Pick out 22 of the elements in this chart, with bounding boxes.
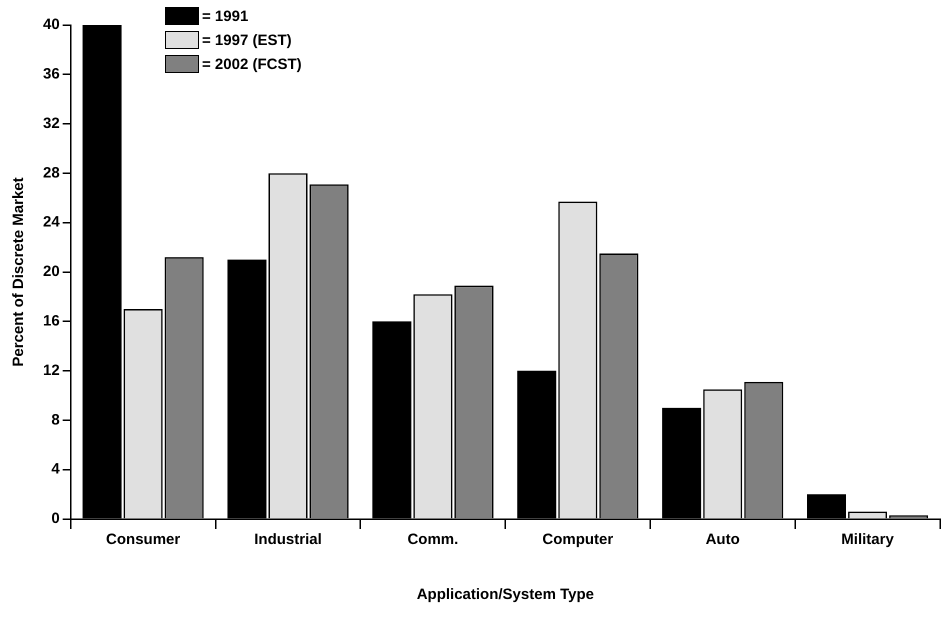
y-tick-label: 12 xyxy=(42,362,60,379)
y-tick-label: 40 xyxy=(42,16,60,34)
x-tick-label: Industrial xyxy=(254,531,322,548)
y-tick-label: 16 xyxy=(42,312,60,330)
y-tick-label: 32 xyxy=(42,114,60,132)
x-tick-label: Auto xyxy=(706,531,740,548)
y-tick-label: 8 xyxy=(51,411,60,428)
y-tick-label: 0 xyxy=(51,510,60,528)
y-tick-label: 28 xyxy=(42,164,60,182)
y-axis-title: Percent of Discrete Market xyxy=(10,177,28,367)
x-tick-label: Computer xyxy=(542,531,614,548)
x-tick-label: Comm. xyxy=(407,531,458,548)
x-tick-label: Military xyxy=(841,531,894,548)
x-axis-title: Application/System Type xyxy=(416,586,594,604)
y-tick-label: 20 xyxy=(42,263,60,280)
y-tick-label: 36 xyxy=(42,66,60,83)
y-tick-label: 24 xyxy=(42,214,60,231)
x-tick-label: Consumer xyxy=(106,531,180,548)
legend-label: = 1997 (EST) xyxy=(202,32,292,48)
y-tick-label: 4 xyxy=(51,460,60,478)
legend-label: = 2002 (FCST) xyxy=(202,56,302,72)
legend-label: = 1991 xyxy=(202,8,248,24)
